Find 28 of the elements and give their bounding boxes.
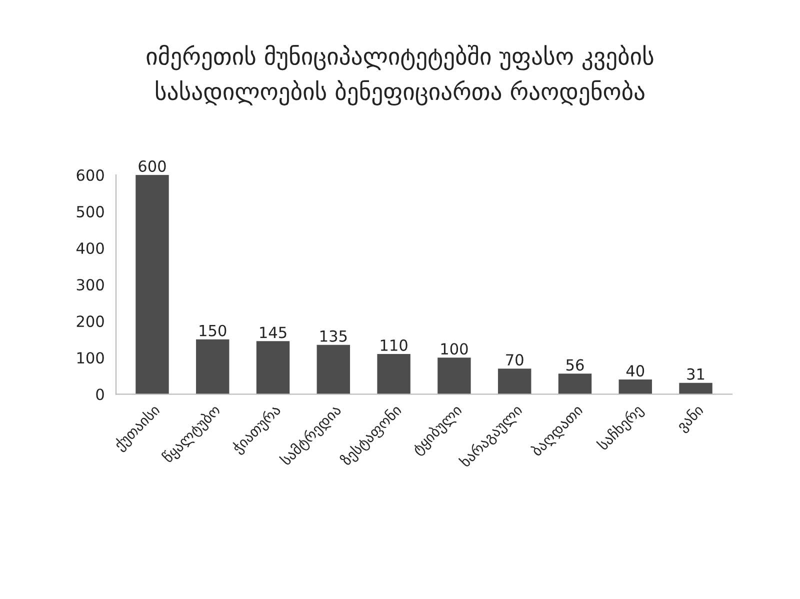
bar xyxy=(558,374,592,394)
data-label: 40 xyxy=(626,365,644,377)
data-label: 600 xyxy=(138,160,166,172)
bar xyxy=(438,358,471,394)
y-tick-label: 300 xyxy=(76,278,104,291)
bar xyxy=(196,339,230,394)
bar xyxy=(136,174,169,394)
data-label: 145 xyxy=(260,326,286,338)
bar xyxy=(498,368,532,394)
data-label: 100 xyxy=(441,343,468,355)
data-label: 31 xyxy=(687,368,704,380)
data-label: 56 xyxy=(566,359,584,371)
y-tick-label: 0 xyxy=(96,388,104,400)
y-tick-label: 600 xyxy=(76,169,104,181)
bar xyxy=(377,354,410,394)
bar xyxy=(679,382,712,394)
chart-title: იმერეთის მუნიციპალიტეტებში უფასო კვების სასადილოების ბენეფიციართა რაოდენობა xyxy=(146,44,654,106)
data-label: 135 xyxy=(320,330,347,342)
bar xyxy=(256,341,290,394)
y-tick-label: 100 xyxy=(77,352,104,364)
y-tick-label: 500 xyxy=(76,206,104,218)
bar xyxy=(316,344,350,394)
bar xyxy=(618,380,652,394)
data-label: 110 xyxy=(380,339,408,351)
y-tick-label: 200 xyxy=(76,316,104,328)
y-tick-label: 400 xyxy=(76,242,104,254)
data-label: 70 xyxy=(506,354,524,366)
data-label: 150 xyxy=(200,324,226,336)
